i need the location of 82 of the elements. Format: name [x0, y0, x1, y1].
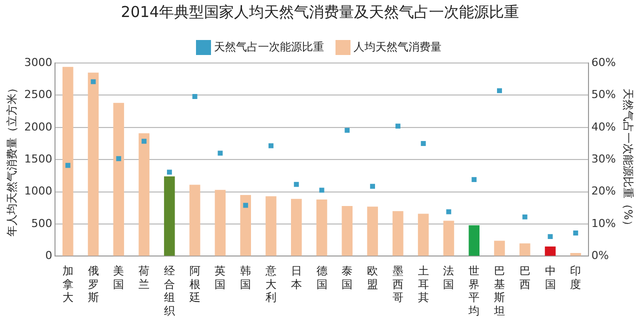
bar	[544, 246, 556, 256]
bar	[164, 176, 175, 256]
y2-tick-label: 30%	[591, 152, 616, 166]
bar	[519, 243, 530, 256]
point	[218, 150, 223, 156]
point	[573, 230, 578, 236]
bar	[189, 184, 200, 256]
y-tick-label: 1500	[24, 152, 52, 166]
bar	[342, 206, 353, 256]
x-tick-label: 俄罗斯	[88, 264, 99, 304]
bar	[266, 196, 276, 256]
x-tick-label: 土耳其	[418, 264, 429, 304]
y2-tick-label: 20%	[591, 184, 616, 198]
y2-tick-label: 40%	[591, 120, 616, 134]
point	[268, 143, 274, 148]
bar	[290, 198, 302, 256]
point	[446, 209, 452, 214]
bar	[570, 252, 582, 256]
x-tick-label: 阿根廷	[188, 264, 200, 304]
x-tick-label: 墨西哥	[392, 264, 404, 304]
bar	[214, 190, 226, 256]
y-tick-label: 2500	[24, 88, 52, 102]
x-tick-label: 经合组织	[164, 264, 175, 318]
point	[319, 188, 324, 193]
x-tick-label: 美国	[113, 264, 124, 291]
point	[65, 162, 70, 168]
x-tick-label: 中国	[544, 264, 556, 291]
bar	[367, 206, 378, 256]
bar	[316, 200, 328, 256]
point	[344, 128, 350, 133]
y2-tick-label: 10%	[591, 216, 616, 230]
x-tick-label: 韩国	[240, 264, 252, 291]
x-tick-label: 欧盟	[367, 264, 378, 291]
x-tick-label: 加拿大	[62, 264, 74, 304]
y2-tick-label: 50%	[591, 88, 616, 102]
y-tick-label: 500	[31, 216, 52, 230]
x-tick-label: 英国	[214, 264, 226, 291]
x-tick-label: 印度	[570, 264, 582, 291]
point	[497, 88, 502, 94]
legend-label: 天然气占一次能源比重	[214, 40, 324, 54]
bar	[88, 72, 99, 256]
x-tick-label: 法国	[443, 264, 454, 291]
point	[420, 141, 426, 146]
point	[370, 184, 376, 189]
bar	[392, 211, 404, 256]
x-tick-label: 巴西	[519, 264, 530, 291]
x-tick-label: 泰国	[342, 264, 353, 291]
point	[166, 170, 172, 175]
y-tick-label: 2000	[24, 120, 52, 134]
chart-title: 2014年典型国家人均天然气消费量及天然气占一次能源比重	[120, 2, 520, 21]
x-tick-label: 荷兰	[138, 264, 150, 291]
x-tick-label: 日本	[290, 264, 302, 291]
x-tick-label: 世界平均	[468, 264, 480, 318]
y2-tick-label: 60%	[591, 56, 616, 69]
bar	[418, 214, 429, 256]
y-tick-label: 1000	[24, 184, 52, 198]
bar	[62, 66, 74, 256]
bar	[494, 240, 505, 256]
y-tick-label: 0	[45, 249, 52, 262]
point	[243, 202, 248, 208]
point	[192, 94, 198, 99]
point	[472, 177, 477, 182]
bar	[138, 133, 150, 256]
legend-label: 人均天然气消费量	[354, 40, 442, 54]
point	[142, 138, 147, 144]
point	[395, 124, 400, 129]
point	[522, 214, 528, 220]
y2-axis-title: 天然气占一次能源比重（%）	[622, 88, 635, 231]
bar	[468, 225, 480, 256]
y-axis-title: 年人均天然气消费量（立方米）	[5, 82, 18, 237]
bar	[240, 195, 252, 256]
y-tick-label: 3000	[24, 56, 52, 69]
x-tick-label: 巴基斯坦	[492, 264, 505, 318]
bar	[443, 220, 454, 256]
x-tick-label: 意大利	[264, 264, 276, 304]
point	[294, 182, 299, 187]
x-tick-label: 德国	[316, 264, 328, 291]
point	[548, 234, 553, 240]
point	[116, 156, 122, 162]
y2-tick-label: 0%	[591, 249, 609, 262]
point	[90, 79, 96, 84]
bar	[113, 102, 124, 256]
